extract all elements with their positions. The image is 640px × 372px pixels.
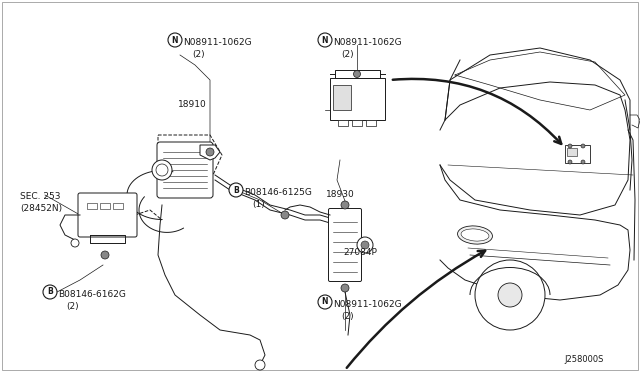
Bar bbox=[366, 120, 376, 126]
Circle shape bbox=[156, 164, 168, 176]
Circle shape bbox=[568, 160, 572, 164]
Text: (2): (2) bbox=[341, 312, 354, 321]
Text: J258000S: J258000S bbox=[564, 355, 604, 364]
Text: 18930: 18930 bbox=[326, 190, 355, 199]
Text: (1): (1) bbox=[252, 200, 265, 209]
Bar bbox=[333, 85, 351, 110]
Ellipse shape bbox=[458, 226, 492, 244]
Circle shape bbox=[568, 144, 572, 148]
Circle shape bbox=[341, 201, 349, 209]
Text: N08911-1062G: N08911-1062G bbox=[333, 38, 402, 47]
Bar bbox=[100, 203, 110, 209]
Text: N: N bbox=[322, 35, 328, 45]
Circle shape bbox=[581, 160, 585, 164]
Circle shape bbox=[318, 33, 332, 47]
FancyBboxPatch shape bbox=[157, 142, 213, 198]
Circle shape bbox=[101, 251, 109, 259]
Ellipse shape bbox=[461, 229, 489, 241]
Circle shape bbox=[229, 183, 243, 197]
Text: N08911-1062G: N08911-1062G bbox=[333, 300, 402, 309]
Text: SEC. 253: SEC. 253 bbox=[20, 192, 61, 201]
Bar bbox=[338, 120, 348, 126]
Text: B08146-6125G: B08146-6125G bbox=[244, 188, 312, 197]
FancyBboxPatch shape bbox=[78, 193, 137, 237]
Bar bbox=[352, 120, 362, 126]
Text: B: B bbox=[47, 288, 53, 296]
Circle shape bbox=[581, 144, 585, 148]
Polygon shape bbox=[200, 145, 220, 160]
FancyBboxPatch shape bbox=[330, 78, 385, 120]
Circle shape bbox=[357, 237, 373, 253]
Text: (2): (2) bbox=[66, 302, 79, 311]
Circle shape bbox=[255, 360, 265, 370]
Text: N: N bbox=[322, 298, 328, 307]
Text: B: B bbox=[233, 186, 239, 195]
Text: N: N bbox=[172, 35, 179, 45]
Bar bbox=[565, 145, 590, 163]
Circle shape bbox=[281, 211, 289, 219]
Text: (28452N): (28452N) bbox=[20, 204, 62, 213]
Circle shape bbox=[498, 283, 522, 307]
Circle shape bbox=[152, 160, 172, 180]
Circle shape bbox=[361, 241, 369, 249]
FancyBboxPatch shape bbox=[328, 208, 362, 282]
Circle shape bbox=[475, 260, 545, 330]
Circle shape bbox=[353, 71, 360, 77]
Circle shape bbox=[71, 239, 79, 247]
Text: (2): (2) bbox=[192, 50, 205, 59]
Text: B08146-6162G: B08146-6162G bbox=[58, 290, 126, 299]
Text: (2): (2) bbox=[341, 50, 354, 59]
Circle shape bbox=[318, 295, 332, 309]
Bar bbox=[113, 203, 123, 209]
Text: 18910: 18910 bbox=[178, 100, 207, 109]
Bar bbox=[567, 148, 577, 156]
Circle shape bbox=[341, 284, 349, 292]
Text: N08911-1062G: N08911-1062G bbox=[183, 38, 252, 47]
Circle shape bbox=[168, 33, 182, 47]
Bar bbox=[335, 70, 380, 78]
Text: 27084P: 27084P bbox=[343, 248, 377, 257]
Circle shape bbox=[206, 148, 214, 156]
Bar bbox=[87, 203, 97, 209]
Circle shape bbox=[43, 285, 57, 299]
